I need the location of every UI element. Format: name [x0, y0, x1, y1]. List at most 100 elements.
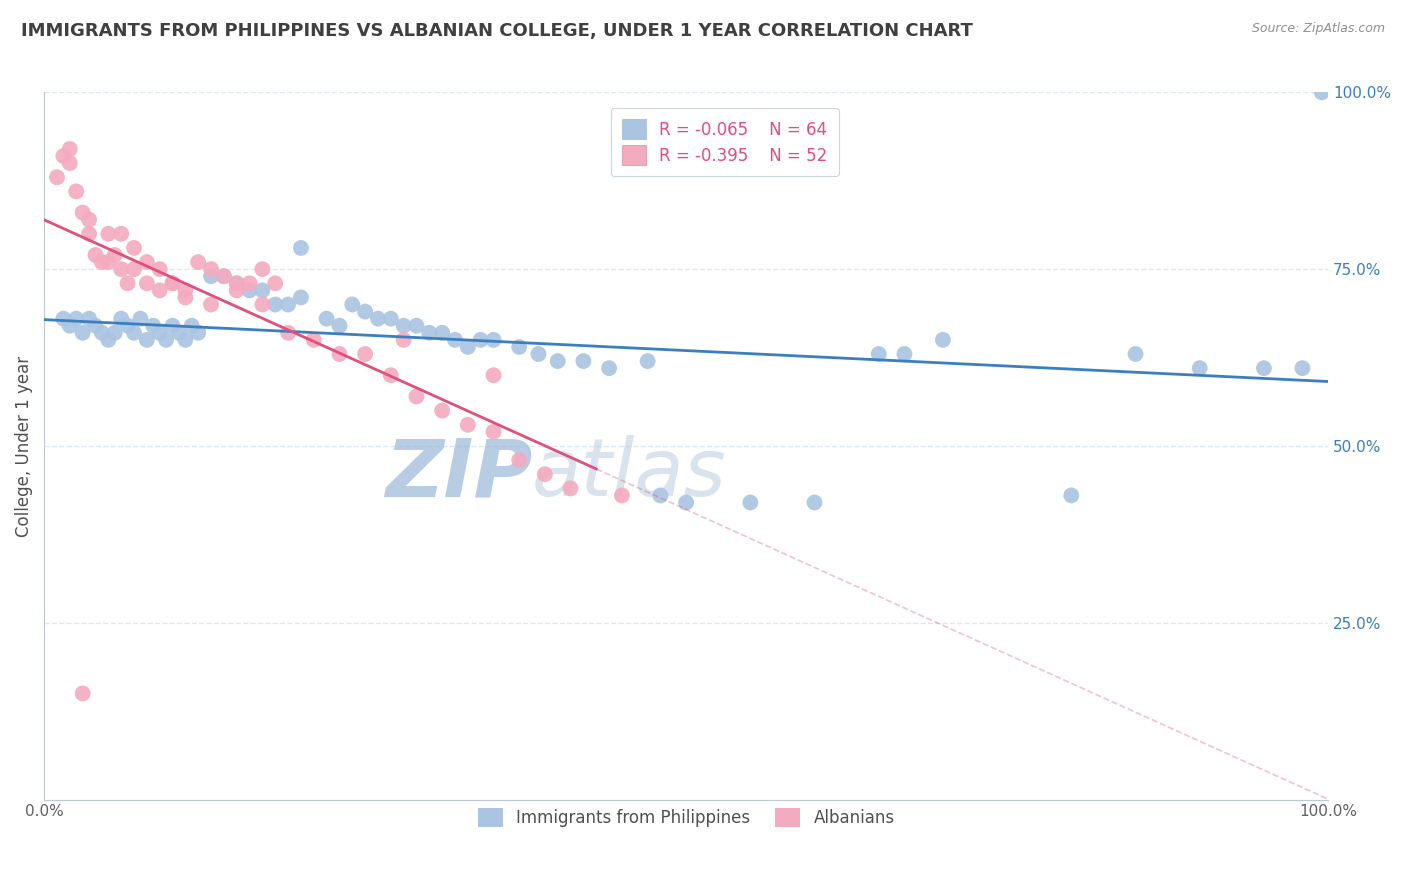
Point: [572, 354, 595, 368]
Point: [527, 347, 550, 361]
Point: [142, 318, 165, 333]
Point: [104, 326, 127, 340]
Point: [77, 311, 100, 326]
Point: [174, 290, 197, 304]
Point: [77, 227, 100, 241]
Point: [162, 277, 184, 291]
Point: [122, 262, 145, 277]
Point: [264, 277, 287, 291]
Point: [315, 311, 337, 326]
Point: [65, 311, 87, 326]
Point: [72, 326, 94, 340]
Point: [380, 311, 402, 326]
Point: [122, 241, 145, 255]
Text: atlas: atlas: [531, 435, 727, 513]
Point: [180, 318, 202, 333]
Point: [328, 347, 350, 361]
Point: [149, 262, 172, 277]
Point: [162, 318, 184, 333]
Point: [149, 284, 172, 298]
Point: [392, 333, 415, 347]
Point: [430, 403, 453, 417]
Point: [610, 488, 633, 502]
Point: [155, 333, 177, 347]
Point: [290, 241, 312, 255]
Point: [212, 269, 235, 284]
Point: [162, 277, 184, 291]
Point: [367, 311, 389, 326]
Point: [290, 290, 312, 304]
Point: [277, 326, 299, 340]
Point: [46, 170, 69, 185]
Point: [1291, 361, 1313, 376]
Point: [90, 255, 112, 269]
Point: [200, 297, 222, 311]
Point: [547, 354, 569, 368]
Text: Source: ZipAtlas.com: Source: ZipAtlas.com: [1251, 22, 1385, 36]
Point: [122, 326, 145, 340]
Point: [225, 277, 247, 291]
Text: IMMIGRANTS FROM PHILIPPINES VS ALBANIAN COLLEGE, UNDER 1 YEAR CORRELATION CHART: IMMIGRANTS FROM PHILIPPINES VS ALBANIAN …: [21, 22, 973, 40]
Point: [238, 284, 260, 298]
Point: [212, 269, 235, 284]
Point: [354, 304, 377, 318]
Y-axis label: College, Under 1 year: College, Under 1 year: [15, 355, 32, 536]
Point: [225, 277, 247, 291]
Point: [174, 333, 197, 347]
Point: [59, 142, 82, 156]
Point: [252, 284, 274, 298]
Point: [1125, 347, 1147, 361]
Point: [598, 361, 620, 376]
Point: [225, 284, 247, 298]
Point: [1188, 361, 1211, 376]
Point: [52, 311, 75, 326]
Point: [97, 255, 120, 269]
Point: [482, 333, 505, 347]
Point: [84, 318, 107, 333]
Point: [560, 482, 582, 496]
Point: [135, 333, 157, 347]
Point: [135, 277, 157, 291]
Point: [354, 347, 377, 361]
Point: [482, 425, 505, 439]
Point: [405, 318, 427, 333]
Text: ZIP: ZIP: [385, 435, 531, 513]
Point: [252, 297, 274, 311]
Point: [72, 686, 94, 700]
Point: [200, 269, 222, 284]
Point: [174, 284, 197, 298]
Point: [508, 340, 530, 354]
Point: [200, 262, 222, 277]
Point: [277, 297, 299, 311]
Point: [740, 495, 762, 509]
Point: [650, 488, 672, 502]
Point: [135, 255, 157, 269]
Point: [534, 467, 557, 482]
Point: [65, 185, 87, 199]
Point: [457, 417, 479, 432]
Point: [90, 326, 112, 340]
Point: [675, 495, 697, 509]
Point: [59, 156, 82, 170]
Point: [110, 227, 132, 241]
Point: [932, 333, 955, 347]
Point: [187, 326, 209, 340]
Point: [264, 297, 287, 311]
Point: [59, 318, 82, 333]
Point: [342, 297, 364, 311]
Point: [117, 277, 139, 291]
Point: [392, 318, 415, 333]
Point: [893, 347, 915, 361]
Point: [104, 248, 127, 262]
Point: [868, 347, 890, 361]
Point: [328, 318, 350, 333]
Point: [117, 318, 139, 333]
Legend: Immigrants from Philippines, Albanians: Immigrants from Philippines, Albanians: [471, 801, 901, 834]
Point: [238, 277, 260, 291]
Point: [637, 354, 659, 368]
Point: [167, 326, 190, 340]
Point: [1310, 86, 1333, 100]
Point: [97, 227, 120, 241]
Point: [444, 333, 467, 347]
Point: [110, 311, 132, 326]
